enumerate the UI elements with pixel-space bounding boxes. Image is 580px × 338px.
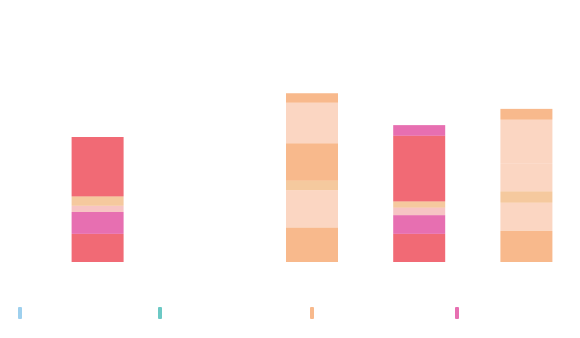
bar-segment	[500, 108, 553, 120]
bar-segment	[393, 233, 446, 262]
bar-segment	[71, 137, 124, 197]
bar-segment	[286, 190, 338, 228]
legend-item[interactable]	[310, 306, 432, 319]
bar-segment	[393, 125, 446, 136]
bar-segment	[286, 143, 338, 181]
legend-item[interactable]	[18, 306, 140, 319]
legend-item[interactable]	[455, 306, 577, 319]
bar-segment	[500, 191, 553, 203]
bar-segment	[500, 202, 553, 231]
stacked-bar-chart	[71, 93, 553, 262]
legend-swatch	[455, 307, 459, 319]
bar-segment	[500, 163, 553, 192]
bar-segment	[286, 227, 338, 262]
bar-segment	[393, 215, 446, 234]
bar-segment	[286, 102, 338, 144]
legend-swatch	[310, 307, 314, 319]
bar-segment	[286, 180, 338, 191]
legend-item[interactable]	[158, 306, 280, 319]
bar-segment	[286, 93, 338, 103]
bar-segment	[393, 135, 446, 202]
bar-segment	[71, 233, 124, 262]
bar-segment	[500, 230, 553, 262]
bars	[71, 93, 553, 262]
bar-segment	[393, 207, 446, 216]
bar-segment	[71, 205, 124, 212]
bar-segment	[393, 201, 446, 208]
legend-swatch	[158, 307, 162, 319]
bar-segment	[500, 119, 553, 164]
bar-segment	[71, 212, 124, 234]
legend	[0, 300, 580, 338]
legend-swatch	[18, 307, 22, 319]
bar-segment	[71, 196, 124, 206]
